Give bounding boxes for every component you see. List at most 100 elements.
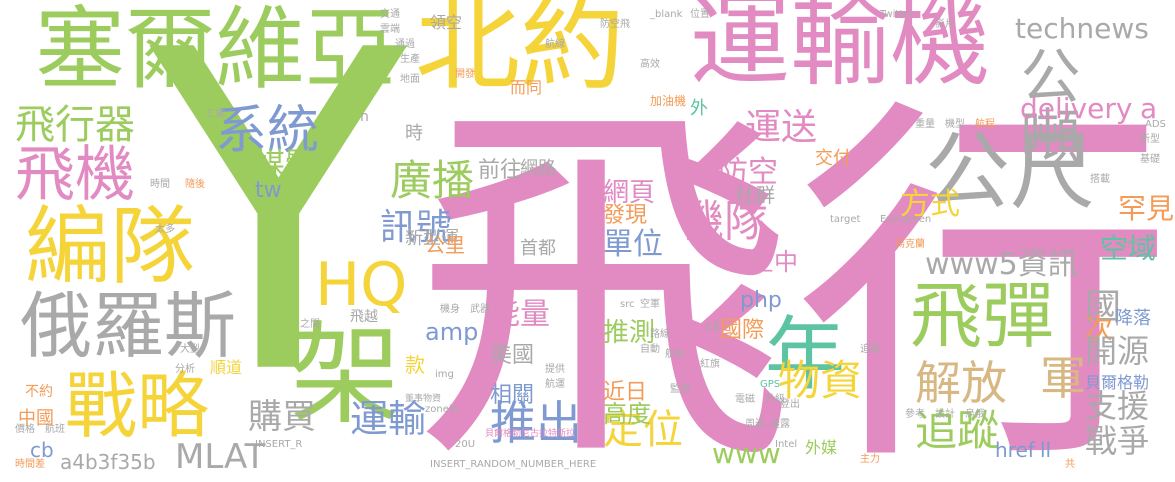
word-w129: 參考 [905, 409, 925, 420]
word-w29: 追蹤 [915, 406, 1000, 455]
word-w01: Y [150, 0, 407, 472]
word-w64: 公里 [425, 233, 465, 257]
word-w46: 防空 [718, 155, 778, 190]
word-w03: 北約 [415, 0, 626, 105]
word-w116: 武器 [470, 304, 490, 315]
word-w113: 價格 [15, 424, 35, 435]
word-w73: cb [30, 438, 54, 462]
word-w89: target [830, 214, 861, 225]
word-w54: 相關 [490, 383, 535, 408]
word-w56: 美國 [490, 343, 535, 368]
word-w16: 飛彈 [910, 274, 1055, 358]
word-w149: 之間 [300, 319, 320, 330]
word-w100: 貝爾格勒尼古拉特斯拉 [485, 429, 576, 439]
word-w20: 運送 [745, 107, 818, 148]
word-w96: src [620, 299, 635, 310]
word-w131: 烏俄 [965, 409, 985, 420]
word-w27: 解放 [915, 356, 1007, 410]
word-w53: 推測 [603, 318, 656, 348]
word-w109: 大型 [180, 344, 200, 355]
word-w121: 追蹤 [860, 344, 880, 355]
word-w104: 自動 [640, 344, 660, 355]
word-w30: 物資 [778, 356, 863, 405]
word-w84: INSERT_R [255, 439, 303, 450]
word-w122: 電磁 [735, 394, 755, 405]
word-w51: 空中 [750, 248, 798, 276]
word-w92: ADS [1145, 119, 1166, 130]
word-w35: 定位 [603, 407, 683, 453]
word-w138: 隨後 [185, 179, 205, 190]
word-w63: 新型運 [405, 228, 459, 249]
word-w39: 開源 [1085, 332, 1150, 370]
word-w124: 提供 [545, 364, 565, 375]
word-w108: 分析 [175, 364, 195, 375]
word-w10: 飛機 [15, 140, 135, 210]
word-w106: 航線 [545, 39, 565, 50]
word-w81: 外媒 [805, 438, 838, 457]
word-w141: 雲端 [380, 24, 400, 35]
word-w68: 領空 [430, 13, 463, 32]
word-w143: 機型 [945, 119, 965, 130]
word-w25: delivery [1020, 92, 1133, 125]
word-w95: zoneid [425, 404, 458, 415]
word-w28: 軍 [1040, 351, 1086, 405]
word-w31: 推出 [490, 396, 582, 450]
word-w15: 年 [765, 308, 845, 401]
word-w99: 烏克蘭 [895, 239, 925, 250]
word-w123: 升級 [765, 394, 785, 405]
word-w67: 時 [405, 123, 423, 144]
word-w128: 透露 [770, 419, 790, 430]
word-w07: 俄羅斯 [20, 284, 237, 368]
word-w139: 太多 [155, 224, 175, 235]
word-w93: 20U [455, 439, 476, 450]
word-w38: 次 [1085, 312, 1114, 345]
word-w36: www [712, 437, 781, 470]
word-w48: 網頁 [603, 178, 656, 208]
word-w44: 空域 [1100, 232, 1157, 265]
word-w32: 運輸 [350, 397, 427, 441]
word-w50: 單位 [603, 227, 663, 262]
word-w150: 影片 [935, 19, 955, 30]
word-w132: 地面 [400, 74, 420, 85]
word-w42: 方式 [900, 187, 960, 222]
word-w55: 高度 [603, 400, 651, 428]
word-w119: 紅旗 [700, 359, 720, 370]
word-w105: 航運 [545, 379, 565, 390]
word-w69: 而同 [510, 78, 543, 97]
word-w05: 塞爾維亞 [35, 0, 395, 102]
word-w06: 編隊 [25, 198, 196, 297]
word-w74: a4b3f35b [60, 450, 156, 474]
word-w111: 共 [1065, 459, 1075, 470]
word-w62: 網路 [520, 158, 556, 179]
word-w102: 空軍 [640, 299, 660, 310]
word-w41: 戰爭 [1085, 422, 1150, 460]
word-w107: 基礎 [1140, 154, 1160, 165]
word-w24: www5資訊 [925, 247, 1078, 282]
word-w98: 加油機 [650, 94, 687, 108]
word-w115: 機身 [440, 304, 460, 315]
word-w134: 通過 [395, 39, 415, 50]
word-w61: 前往 [478, 158, 523, 183]
word-w147: 交通 [380, 9, 400, 20]
word-w94: img [435, 369, 454, 380]
word-w118: 防空飛 [600, 19, 630, 30]
word-w130: 設計 [935, 409, 955, 420]
word-w137: 工業 [205, 109, 225, 120]
word-w34: MLAT [175, 437, 266, 477]
word-w135: 開發 [455, 69, 475, 80]
word-w83: INSERT_RANDOM_NUMBER_HERE [430, 459, 597, 470]
word-w59: php [740, 288, 782, 313]
word-w57: 近日 [603, 380, 648, 405]
word-w114: 航班 [45, 424, 65, 435]
word-w12: 飛行器 [15, 102, 135, 148]
word-w58: amp [425, 318, 479, 346]
word-w02: 飛行 [414, 68, 1174, 482]
word-w103: 航向 [665, 349, 685, 360]
word-w75: 順道 [210, 358, 243, 377]
word-w60: 國際 [720, 318, 765, 343]
word-w87: GPS [760, 379, 781, 390]
word-w79: href [995, 438, 1035, 462]
word-w97: n [360, 109, 369, 125]
word-w82: 飛越 [350, 309, 378, 325]
word-w117: 監視 [670, 384, 690, 395]
